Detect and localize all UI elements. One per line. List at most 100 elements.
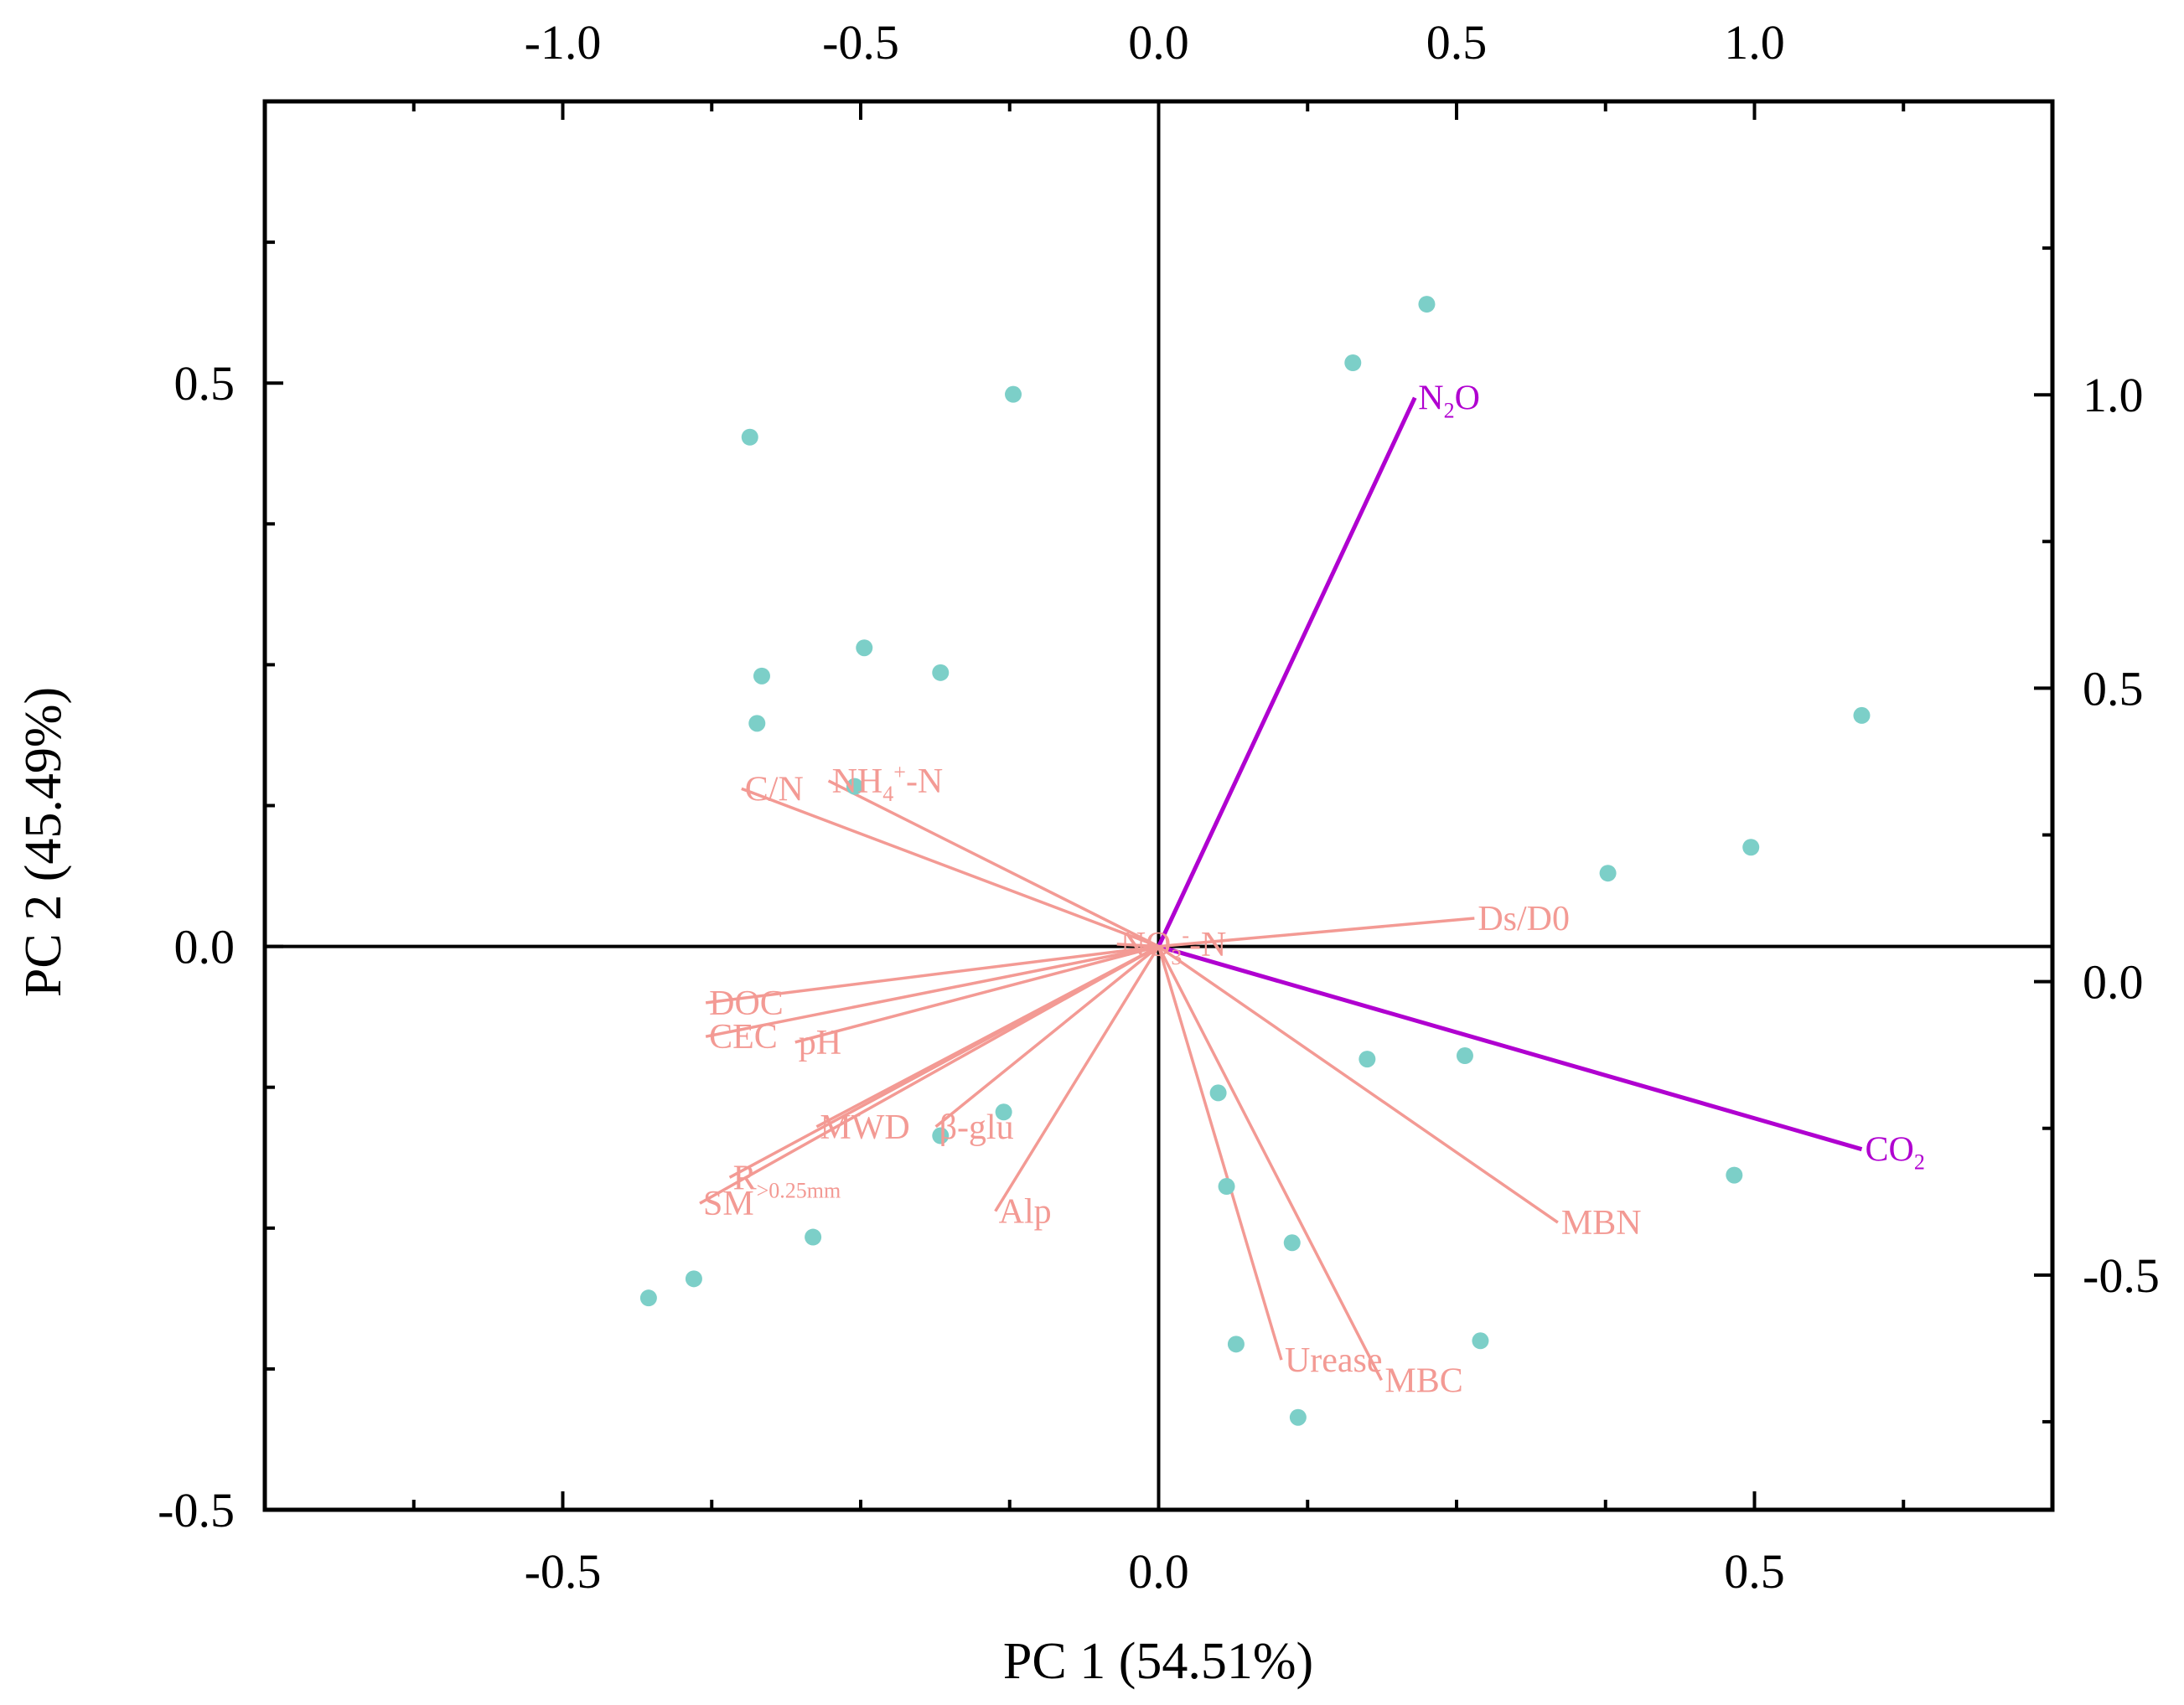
- data-point: [1289, 1408, 1307, 1426]
- vector-label-text: MWD: [820, 1108, 909, 1147]
- vector-label-subscript: 2: [1914, 1150, 1925, 1175]
- vector-label-subscript: >0.25mm: [757, 1178, 841, 1202]
- vector-label-text: β-glu: [939, 1108, 1014, 1147]
- data-point: [1344, 354, 1362, 371]
- vector-NH4+-N: [827, 779, 1160, 948]
- data-point: [1283, 1234, 1301, 1252]
- vector-label-text: NH: [832, 762, 883, 801]
- x-tick-label: 0.5: [1724, 1544, 1785, 1599]
- vector-MBC: [1157, 945, 1383, 1382]
- vector-label-text: SM: [703, 1185, 754, 1223]
- data-point: [1472, 1332, 1489, 1350]
- vector-label-subscript: 4: [882, 782, 893, 806]
- top-tick-label: 0.0: [1128, 15, 1189, 70]
- vector-label-CO2: CO2: [1865, 1131, 1924, 1175]
- vector-label-R>0.25mm: R>0.25mm: [733, 1159, 841, 1202]
- top-tick-label: -1.0: [525, 15, 602, 70]
- data-point: [846, 778, 863, 795]
- data-point: [753, 667, 770, 685]
- vector-label-text: Urease: [1285, 1341, 1383, 1380]
- vector-label-suffix: -N: [906, 762, 943, 801]
- vector-Alp: [994, 945, 1160, 1212]
- points-layer: [639, 296, 1871, 1426]
- vectors-layer: [699, 396, 1863, 1382]
- data-point: [685, 1270, 702, 1288]
- vector-CO2: [1157, 944, 1863, 1152]
- vector-label-β-glu: β-glu: [939, 1108, 1014, 1147]
- right-tick-label: -0.5: [2083, 1248, 2160, 1303]
- y-axis-title: PC 2 (45.49%): [15, 687, 72, 997]
- vector-SM: [699, 945, 1160, 1205]
- vector-label-text: N: [1418, 380, 1443, 418]
- vector-label-subscript: 2: [1444, 399, 1455, 423]
- data-point: [932, 1127, 950, 1144]
- right-tick-label: 0.0: [2083, 955, 2144, 1010]
- data-point: [1227, 1336, 1245, 1353]
- vector-label-text: MBN: [1561, 1204, 1642, 1243]
- y-tick-label: 0.5: [174, 356, 235, 411]
- vector-label-suffix: O: [1455, 380, 1480, 418]
- vector-label-text: DOC: [709, 984, 784, 1023]
- vector-label-Ds/D0: Ds/D0: [1478, 900, 1570, 938]
- vector-label-MBC: MBC: [1384, 1361, 1462, 1400]
- vector-CEC: [705, 944, 1159, 1038]
- vector-label-text: Alp: [999, 1193, 1052, 1232]
- vector-label-text: Ds/D0: [1478, 900, 1570, 938]
- y-tick-label: 0.0: [174, 920, 235, 974]
- x-tick-label: -0.5: [525, 1544, 602, 1599]
- data-point: [741, 428, 758, 446]
- data-point: [1418, 296, 1436, 313]
- vector-label-MWD: MWD: [820, 1108, 909, 1147]
- data-point: [932, 664, 950, 681]
- vector-label-superscript: +: [893, 760, 906, 784]
- data-point: [995, 1103, 1012, 1121]
- data-point: [1209, 1084, 1227, 1102]
- data-point: [748, 715, 766, 732]
- data-point: [1456, 1047, 1473, 1065]
- vector-label-pH: pH: [799, 1024, 841, 1062]
- vector-label-SM: SM: [703, 1185, 754, 1223]
- data-point: [1005, 385, 1022, 403]
- vector-label-suffix: -N: [1189, 926, 1226, 964]
- right-tick-label: 1.0: [2083, 368, 2144, 422]
- vector-label-text: pH: [799, 1024, 841, 1062]
- vector-label-N2O: N2O: [1418, 380, 1480, 423]
- data-point: [1742, 839, 1760, 856]
- x-axis-title: PC 1 (54.51%): [1003, 1633, 1313, 1690]
- vector-label-superscript: -: [1182, 923, 1189, 948]
- vector-label-subscript: 3: [1171, 945, 1182, 969]
- plot-frame: [262, 99, 2055, 1512]
- vector-label-text: MBC: [1384, 1361, 1462, 1400]
- vector-label-text: NO: [1120, 926, 1172, 964]
- vector-label-Urease: Urease: [1285, 1341, 1383, 1380]
- vector-label-text: CO: [1865, 1131, 1913, 1170]
- data-point: [1359, 1051, 1376, 1068]
- vector-label-NO3--N: NO3--N: [1120, 923, 1227, 969]
- x-tick-label: 0.0: [1128, 1544, 1189, 1599]
- data-point: [1853, 706, 1871, 724]
- data-point: [1599, 865, 1617, 882]
- vector-Ds/D0: [1158, 917, 1475, 948]
- data-point: [639, 1289, 657, 1307]
- vector-label-C/N: C/N: [745, 770, 804, 809]
- vector-Urease: [1157, 946, 1283, 1361]
- vector-label-Alp: Alp: [999, 1193, 1052, 1232]
- vector-label-NH4+-N: NH4+-N: [832, 760, 944, 806]
- data-point: [805, 1228, 822, 1246]
- vector-label-text: C/N: [745, 770, 804, 809]
- vector-C/N: [741, 787, 1160, 948]
- vector-N2O: [1157, 396, 1417, 948]
- vector-pH: [794, 944, 1159, 1044]
- top-tick-label: 0.5: [1426, 15, 1488, 70]
- data-point: [1726, 1166, 1743, 1184]
- top-tick-label: 1.0: [1724, 15, 1785, 70]
- vector-MBN: [1157, 945, 1559, 1224]
- data-point: [1218, 1178, 1235, 1196]
- right-tick-label: 0.5: [2083, 661, 2144, 716]
- vector-label-DOC: DOC: [709, 984, 784, 1023]
- axes-layer: -0.5 0.0 0.5-0.50.00.5-1.0 -0.5 0.0 0.5 1.0-0.…: [158, 15, 2160, 1599]
- top-tick-label: -0.5: [822, 15, 899, 70]
- vector-β-glu: [934, 945, 1160, 1129]
